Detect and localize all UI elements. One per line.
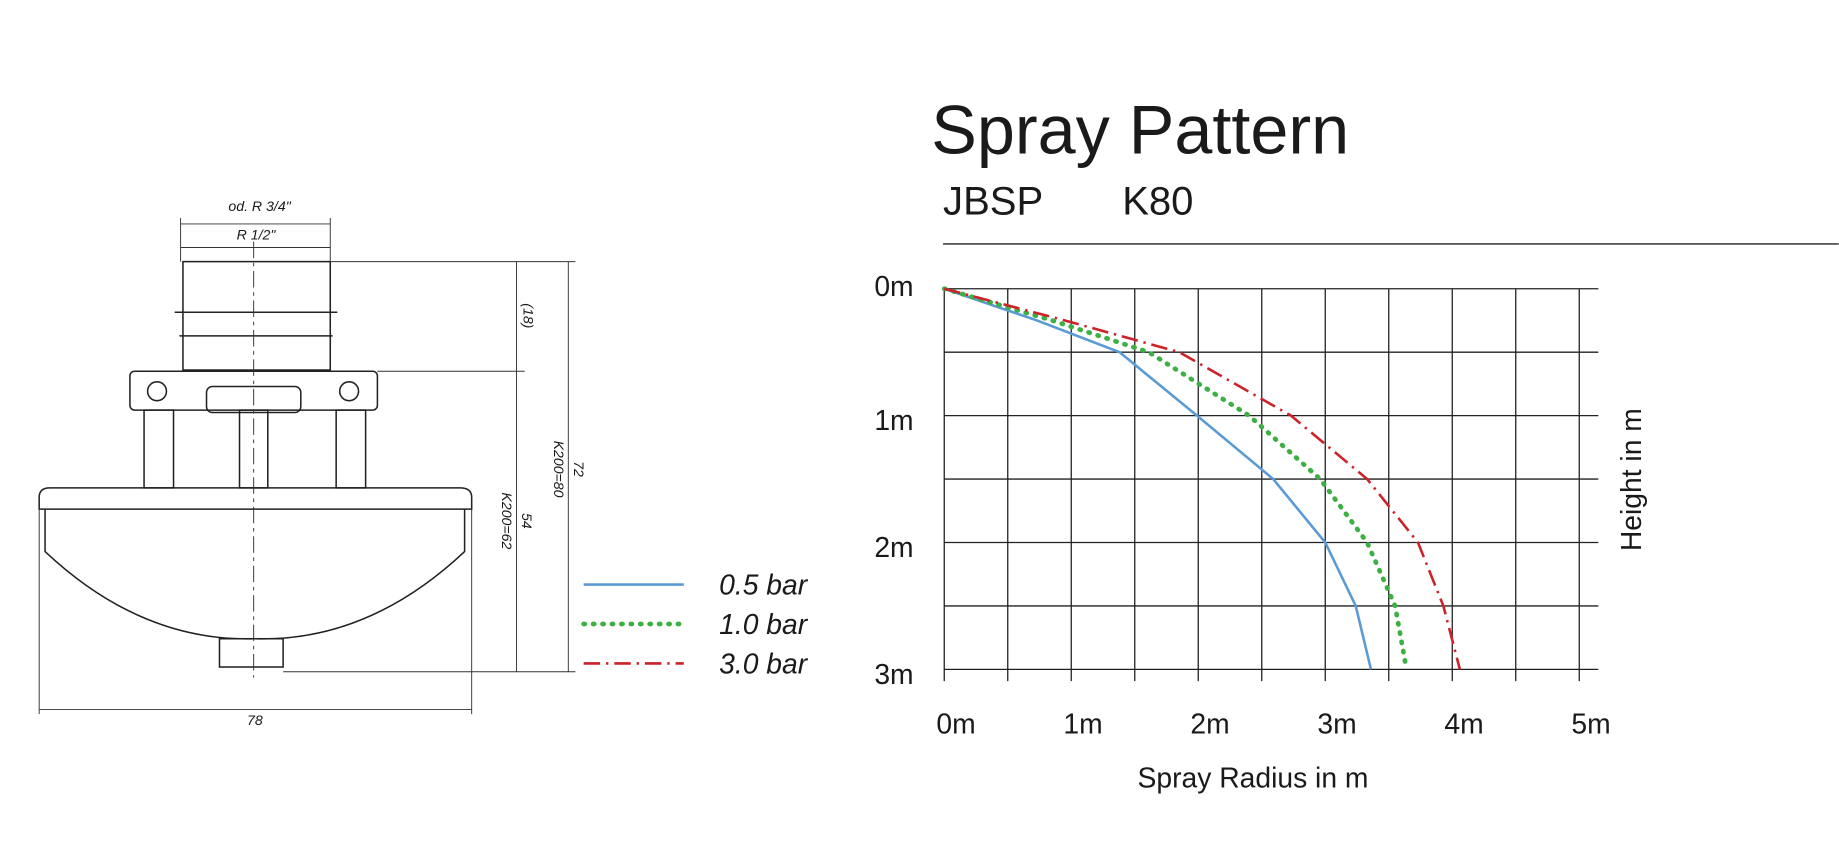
subtitle: K80 [1122, 179, 1193, 223]
legend-label: 3.0 bar [719, 647, 809, 679]
chart-title: Spray Pattern [931, 93, 1349, 169]
dim-label: 54 [519, 513, 535, 529]
y-tick-label: 3m [874, 658, 913, 690]
legend-label: 1.0 bar [719, 608, 809, 640]
post [143, 409, 175, 489]
series-line [941, 286, 1409, 672]
screw [146, 381, 168, 402]
series-line [943, 287, 1373, 670]
dim-label: R 1/2" [237, 226, 277, 242]
dim-label: K200=80 [551, 441, 567, 498]
nozzle-body [182, 260, 332, 371]
legend-label: 0.5 bar [719, 568, 809, 600]
dome [44, 509, 466, 640]
x-tick-label: 1m [1063, 707, 1102, 739]
plate [38, 487, 473, 510]
dim-label: 78 [247, 712, 263, 728]
post [335, 409, 367, 489]
y-axis-label: Height in m [1615, 408, 1647, 551]
x-tick-label: 3m [1317, 707, 1356, 739]
y-tick-label: 0m [874, 270, 913, 302]
dim-label: od. R 3/4" [228, 198, 291, 214]
dim-label: (18) [520, 303, 536, 328]
x-tick-label: 0m [936, 707, 975, 739]
x-axis-label: Spray Radius in m [1138, 762, 1369, 794]
dim-label: K200=62 [499, 492, 515, 549]
nut [218, 637, 284, 668]
x-tick-label: 4m [1444, 707, 1483, 739]
y-tick-label: 1m [874, 404, 913, 436]
dim-label: 72 [571, 461, 587, 477]
x-tick-label: 2m [1190, 707, 1229, 739]
subtitle: JBSP [943, 179, 1043, 223]
x-tick-label: 5m [1571, 707, 1610, 739]
series-line [943, 287, 1462, 670]
screw [338, 381, 360, 402]
y-tick-label: 2m [874, 531, 913, 563]
nozzle-drawing: od. R 3/4" R 1/2" (18) 72 K200=80 54 K20… [38, 198, 587, 728]
